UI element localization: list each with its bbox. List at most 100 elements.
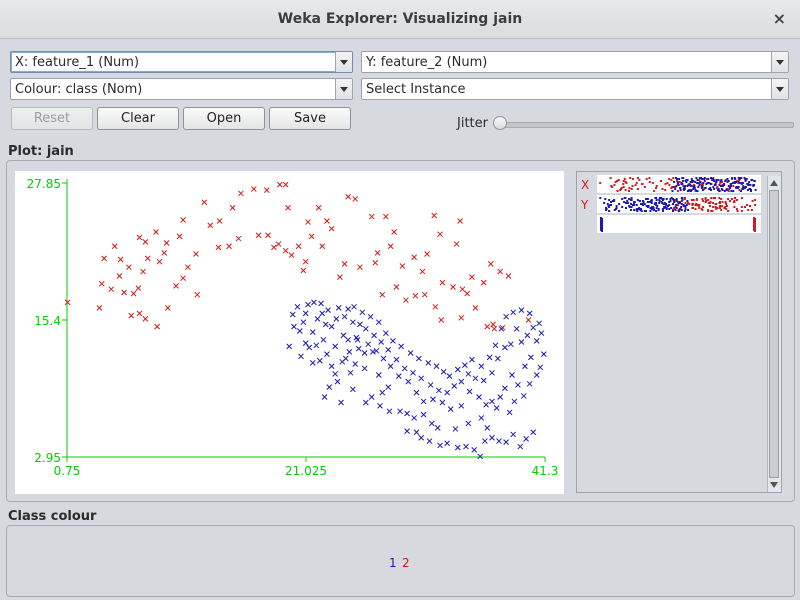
scatter-point-class-2[interactable] — [136, 310, 143, 317]
scatter-point-class-2[interactable] — [135, 285, 142, 291]
scatter-point-class-1[interactable] — [515, 382, 521, 388]
scatter-point-class-1[interactable] — [291, 323, 297, 330]
scatter-point-class-2[interactable] — [458, 314, 465, 321]
scatter-point-class-1[interactable] — [309, 329, 316, 335]
scatter-point-class-1[interactable] — [428, 420, 435, 427]
chevron-down-icon[interactable] — [335, 79, 352, 99]
scatter-point-class-2[interactable] — [98, 280, 105, 287]
scatter-point-class-1[interactable] — [440, 368, 447, 375]
scatter-point-class-1[interactable] — [311, 299, 317, 306]
scatter-point-class-2[interactable] — [136, 234, 143, 241]
scatter-point-class-2[interactable] — [439, 279, 446, 286]
scatter-point-class-1[interactable] — [355, 345, 362, 352]
scatter-point-class-1[interactable] — [483, 401, 489, 408]
scatter-point-class-1[interactable] — [513, 325, 520, 332]
scatter-point-class-1[interactable] — [503, 313, 509, 320]
scatter-point-class-2[interactable] — [111, 243, 118, 250]
scatter-point-class-2[interactable] — [469, 274, 475, 280]
scatter-point-class-1[interactable] — [320, 336, 327, 343]
scatter-point-class-2[interactable] — [156, 258, 163, 265]
scatter-point-class-1[interactable] — [395, 373, 402, 379]
scatter-point-class-2[interactable] — [265, 232, 271, 239]
scatter-point-class-1[interactable] — [538, 330, 545, 337]
scatter-point-class-2[interactable] — [229, 204, 236, 211]
scatter-point-class-2[interactable] — [487, 261, 494, 267]
scatter-point-class-2[interactable] — [419, 268, 426, 275]
scatter-point-class-2[interactable] — [505, 273, 512, 279]
scatter-point-class-1[interactable] — [305, 301, 311, 308]
scatter-point-class-1[interactable] — [503, 439, 509, 445]
scatter-point-class-1[interactable] — [298, 353, 304, 360]
scatter-point-class-2[interactable] — [421, 291, 428, 298]
scatter-point-class-1[interactable] — [397, 408, 403, 415]
scatter-point-class-1[interactable] — [439, 399, 446, 406]
scatter-point-class-1[interactable] — [497, 394, 504, 400]
scatter-point-class-2[interactable] — [403, 297, 409, 304]
scatter-point-class-1[interactable] — [492, 342, 499, 349]
scatter-point-class-1[interactable] — [536, 320, 542, 327]
scatter-point-class-1[interactable] — [379, 389, 386, 396]
scatter-point-class-1[interactable] — [410, 369, 416, 376]
scatter-point-class-1[interactable] — [401, 365, 408, 372]
scatter-point-class-2[interactable] — [285, 204, 291, 211]
scatter-point-class-2[interactable] — [374, 250, 381, 256]
scatter-point-class-1[interactable] — [352, 361, 359, 367]
scatter-point-class-1[interactable] — [447, 406, 454, 412]
scatter-point-class-1[interactable] — [319, 310, 326, 317]
scatter-point-class-1[interactable] — [324, 351, 330, 357]
scatter-point-class-2[interactable] — [437, 231, 443, 238]
scatter-point-class-1[interactable] — [509, 372, 515, 378]
scatter-point-class-1[interactable] — [367, 313, 374, 320]
scatter-point-class-1[interactable] — [537, 364, 544, 371]
scatter-point-class-1[interactable] — [386, 408, 393, 415]
scatter-point-class-2[interactable] — [142, 239, 149, 245]
scatter-point-class-2[interactable] — [393, 284, 400, 290]
scatter-point-class-2[interactable] — [250, 186, 257, 192]
scatter-point-class-1[interactable] — [405, 378, 412, 385]
scatter-point-class-1[interactable] — [359, 309, 366, 316]
scatter-point-class-2[interactable] — [300, 267, 307, 274]
scatter-point-class-1[interactable] — [387, 363, 394, 370]
scatter-point-class-1[interactable] — [370, 349, 376, 355]
scatter-point-class-1[interactable] — [294, 303, 301, 310]
scatter-point-class-2[interactable] — [352, 196, 359, 202]
scatter-point-class-2[interactable] — [161, 250, 168, 256]
scatter-point-class-1[interactable] — [458, 378, 465, 385]
scatter-point-class-1[interactable] — [454, 366, 461, 373]
scatter-point-class-1[interactable] — [378, 339, 385, 345]
scatter-point-class-1[interactable] — [375, 372, 382, 378]
x-attribute-strip[interactable] — [597, 175, 761, 193]
scatter-point-class-1[interactable] — [437, 442, 443, 449]
scatter-point-class-1[interactable] — [484, 424, 491, 431]
scatter-point-class-2[interactable] — [282, 181, 289, 188]
scatter-point-class-2[interactable] — [383, 213, 389, 220]
scatter-point-class-1[interactable] — [530, 429, 537, 436]
scatter-point-class-1[interactable] — [385, 384, 392, 390]
y-attribute-strip[interactable] — [597, 195, 761, 213]
scatter-point-class-1[interactable] — [300, 319, 307, 326]
scatter-point-class-1[interactable] — [436, 387, 442, 394]
class-attribute-strip[interactable] — [597, 215, 761, 233]
scatter-point-class-1[interactable] — [347, 369, 354, 376]
scatter-point-class-1[interactable] — [333, 316, 340, 322]
scatter-point-class-2[interactable] — [235, 235, 242, 242]
scatter-point-class-1[interactable] — [528, 354, 534, 361]
scatter-point-class-1[interactable] — [427, 382, 434, 388]
scatter-point-class-2[interactable] — [193, 251, 199, 257]
scatter-point-class-1[interactable] — [524, 332, 531, 339]
scatter-point-class-2[interactable] — [288, 252, 295, 258]
scatter-point-class-2[interactable] — [491, 325, 498, 332]
scatter-point-class-2[interactable] — [116, 273, 123, 279]
scatter-point-class-2[interactable] — [215, 244, 222, 251]
scatter-point-class-1[interactable] — [413, 389, 420, 396]
scatter-point-class-1[interactable] — [486, 354, 493, 361]
chevron-down-icon[interactable] — [771, 52, 788, 72]
scatter-point-class-1[interactable] — [494, 355, 501, 362]
scatter-point-class-2[interactable] — [255, 232, 262, 239]
scatter-point-class-1[interactable] — [353, 334, 360, 341]
scatter-point-class-1[interactable] — [316, 357, 323, 364]
scatter-point-class-1[interactable] — [507, 341, 514, 348]
scatter-point-class-1[interactable] — [383, 330, 389, 337]
scatter-point-class-1[interactable] — [328, 363, 335, 370]
scatter-point-class-2[interactable] — [315, 204, 322, 211]
